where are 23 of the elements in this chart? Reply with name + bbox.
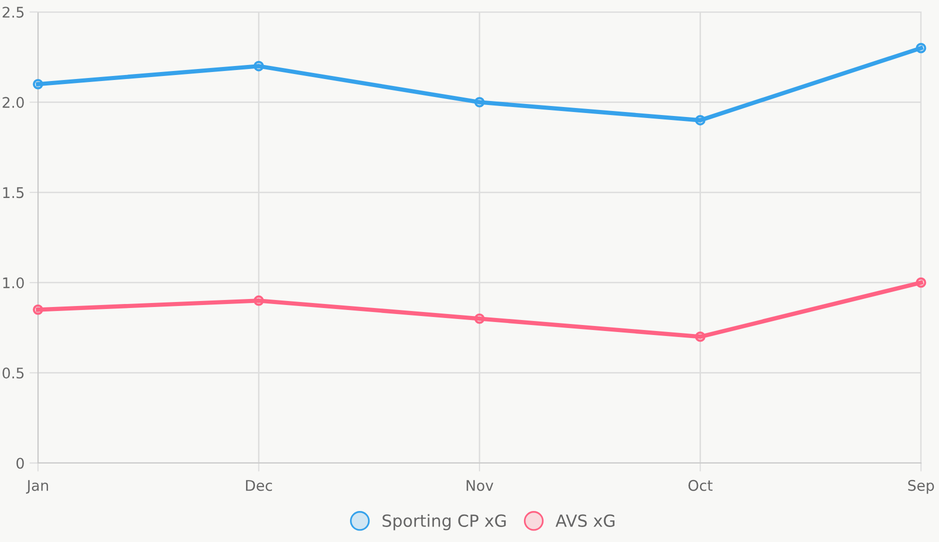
y-tick-label: 1.5 [3, 187, 24, 198]
legend-label: Sporting CP xG [382, 514, 506, 530]
y-tick-label: 0 [16, 458, 24, 469]
x-tick-label: Dec [246, 480, 272, 491]
x-tick-label: Nov [466, 480, 494, 491]
y-tick-label: 2.5 [2, 6, 24, 18]
point [695, 332, 706, 342]
point [916, 277, 926, 288]
y-tick-label: 1.0 [3, 277, 24, 288]
point [254, 60, 264, 72]
legend-label: AVS xG [556, 514, 614, 527]
point [695, 115, 706, 126]
point [32, 304, 44, 315]
point [916, 42, 926, 54]
point [254, 295, 264, 306]
y-tick-label: 0.5 [2, 368, 24, 379]
x-tick-label: Sep [908, 480, 934, 494]
point [32, 78, 44, 90]
x-tick-label: Oct [688, 480, 713, 491]
point [474, 96, 485, 108]
point [474, 313, 485, 324]
y-tick-label: 2.0 [2, 96, 24, 108]
x-tick-label: Jan [26, 480, 48, 494]
